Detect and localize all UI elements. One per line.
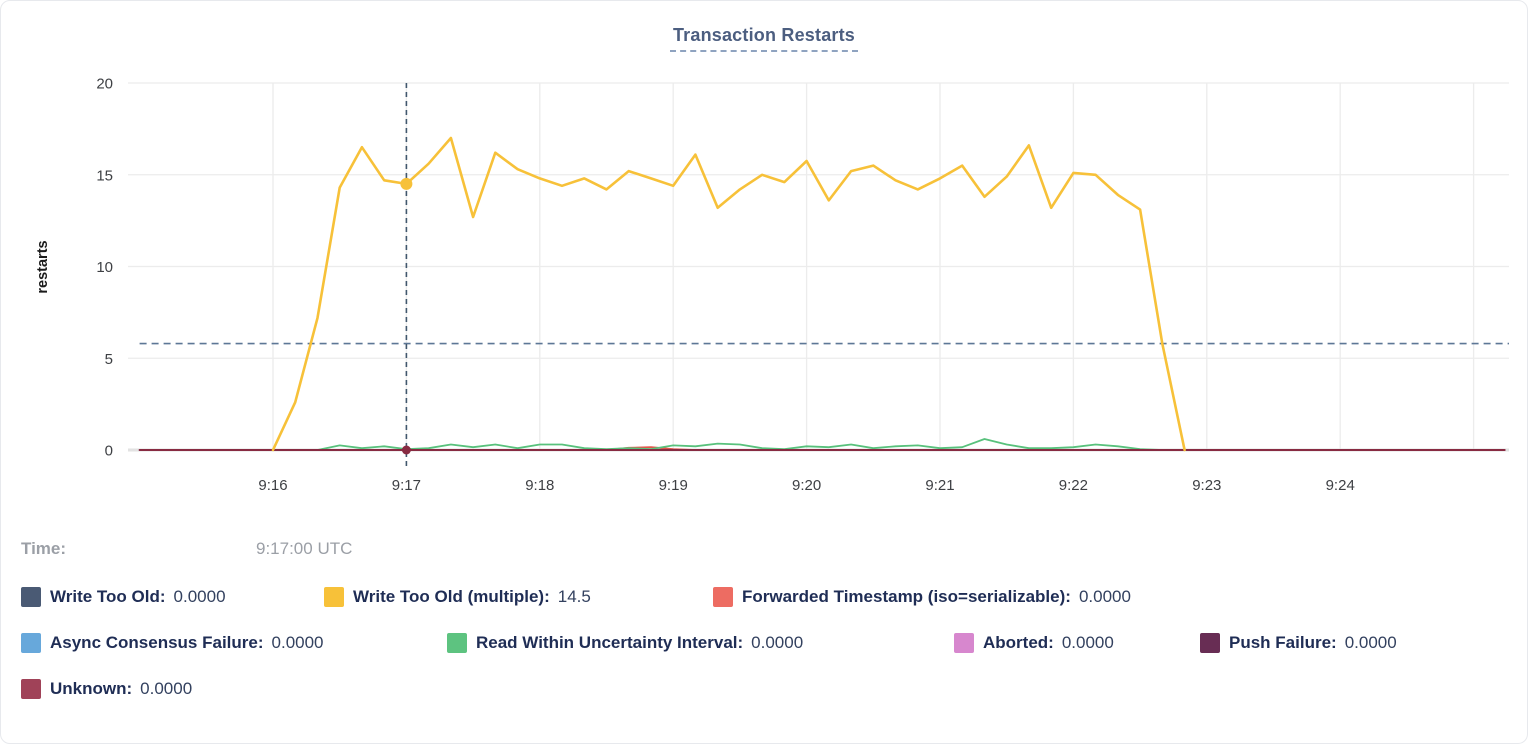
legend-label: Unknown:: [50, 679, 133, 698]
hover-time-value: 9:17:00 UTC: [256, 539, 353, 558]
legend-swatch: [1200, 633, 1220, 653]
legend-label: Write Too Old (multiple):: [353, 587, 550, 606]
legend-swatch: [954, 633, 974, 653]
legend-label: Forwarded Timestamp (iso=serializable):: [742, 587, 1071, 606]
legend-value: 0.0000: [1061, 633, 1114, 652]
x-tick-label: 9:22: [1059, 477, 1088, 494]
series-line-read-within-uncertainty-interval: [316, 438, 1164, 451]
legend-swatch: [447, 633, 467, 653]
legend-item-async-consensus-failure: Async Consensus Failure: 0.0000: [21, 633, 324, 653]
x-tick-label: 9:20: [792, 477, 821, 494]
chart-title[interactable]: Transaction Restarts: [669, 25, 859, 52]
legend-label: Push Failure:: [1229, 633, 1337, 652]
hover-dot: [400, 177, 413, 190]
legend-swatch: [21, 587, 41, 607]
legend-swatch: [21, 679, 41, 699]
hover-time-row: Time: 9:17:00 UTC: [1, 539, 1527, 563]
y-tick-label: 0: [105, 443, 113, 460]
legend-label: Read Within Uncertainty Interval:: [476, 633, 744, 652]
legend-label: Async Consensus Failure:: [50, 633, 264, 652]
y-tick-label: 5: [105, 351, 113, 368]
legend-item-write-too-old: Write Too Old: 0.0000: [21, 587, 226, 607]
x-tick-label: 9:21: [925, 477, 954, 494]
legend-item-forwarded-timestamp: Forwarded Timestamp (iso=serializable): …: [713, 587, 1131, 607]
legend-value: 0.0000: [271, 633, 324, 652]
legend-item-unknown: Unknown: 0.0000: [21, 679, 192, 699]
x-tick-label: 9:24: [1326, 477, 1355, 494]
legend-item-aborted: Aborted: 0.0000: [954, 633, 1114, 653]
x-tick-label: 9:16: [258, 477, 287, 494]
legend-value: 14.5: [557, 587, 591, 606]
x-tick-label: 9:18: [525, 477, 554, 494]
legend-value: 0.0000: [751, 633, 804, 652]
x-tick-label: 9:17: [392, 477, 421, 494]
legend-item-push-failure: Push Failure: 0.0000: [1200, 633, 1397, 653]
legend-item-write-too-old-multiple: Write Too Old (multiple): 14.5: [324, 587, 591, 607]
legend-row-2: Async Consensus Failure: 0.0000 Read Wit…: [1, 633, 1527, 659]
legend-label: Write Too Old:: [50, 587, 166, 606]
legend-value: 0.0000: [1078, 587, 1131, 606]
legend-label: Aborted:: [983, 633, 1054, 652]
y-tick-label: 10: [96, 259, 113, 276]
restarts-chart-svg[interactable]: 0 5 10 15 20 9:16 9:17 9:18 9:19 9:20 9:21 9:22 9:23…: [1, 1, 1528, 521]
legend-item-read-within-uncertainty: Read Within Uncertainty Interval: 0.0000: [447, 633, 803, 653]
y-tick-label: 20: [96, 76, 113, 93]
legend-value: 0.0000: [1344, 633, 1397, 652]
legend-value: 0.0000: [140, 679, 193, 698]
legend-row-1: Write Too Old: 0.0000 Write Too Old (mul…: [1, 587, 1527, 613]
y-axis-title: restarts: [35, 240, 51, 293]
hover-time-label: Time:: [21, 539, 67, 558]
series-line-write-too-old-multiple-: [271, 136, 1186, 452]
y-tick-label: 15: [96, 167, 113, 184]
legend-row-3: Unknown: 0.0000: [1, 679, 1527, 705]
x-tick-label: 9:23: [1192, 477, 1221, 494]
legend-swatch: [713, 587, 733, 607]
x-tick-label: 9:19: [659, 477, 688, 494]
chart-header: Transaction Restarts: [1, 25, 1527, 52]
hover-dot: [401, 445, 411, 455]
legend-value: 0.0000: [173, 587, 226, 606]
legend-swatch: [324, 587, 344, 607]
legend-swatch: [21, 633, 41, 653]
